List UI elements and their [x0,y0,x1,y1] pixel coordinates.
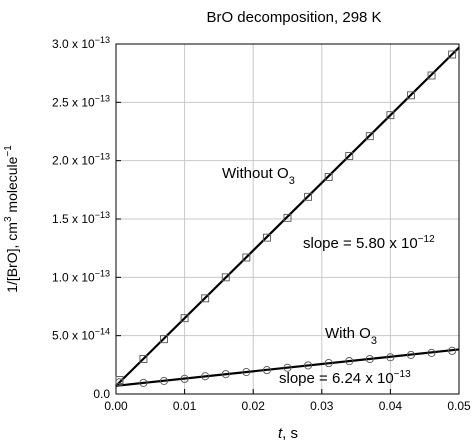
data-point-circle [201,372,210,381]
y-tick-label: 0.0 [93,387,110,401]
data-point-circle [448,346,457,355]
y-tick-label: 2.0 x 10−13 [52,152,110,168]
data-point-square [365,132,374,141]
data-point-square [201,294,210,303]
x-tick-label: 0.04 [379,399,403,413]
slope-label-with-o3: slope = 6.24 x 10−13 [279,369,411,387]
data-point-square [304,192,313,201]
data-point-square [427,71,436,80]
data-point-circle [427,348,436,357]
data-point-square [115,376,124,384]
chart-title: BrO decomposition, 298 K [206,9,381,26]
data-point-square [242,253,251,262]
data-point-circle [115,378,124,387]
y-tick-label: 2.5 x 10−13 [52,93,110,109]
data-points [115,50,457,387]
data-point-square [180,314,189,323]
data-point-square [262,233,271,242]
fit-lines [115,46,460,387]
data-point-circle [180,374,189,383]
annotations: Without O3 slope = 5.80 x 10−12 With O3 slo… [222,165,435,387]
data-point-square [221,273,230,282]
x-tick-label: 0.03 [310,399,334,413]
data-point-square [324,173,333,181]
data-point-square [407,91,415,100]
data-point-circle [242,368,251,377]
data-point-square [283,213,292,222]
data-point-square [160,335,168,344]
data-point-square [139,355,148,363]
data-point-square [345,152,354,160]
y-tick-label: 1.0 x 10−13 [52,268,110,284]
axis-ticks: 0.00 0.01 0.02 0.03 0.04 0.05 0.0 5.0 x 10−14 1.… [52,35,471,413]
fit-line-series-2 [115,348,460,387]
data-point-circle [406,350,416,359]
series-label-without-o3: Without O3 [222,165,295,187]
data-point-circle [283,363,292,372]
data-point-circle [345,357,354,366]
x-tick-label: 0.05 [447,399,471,413]
data-point-circle [139,378,148,387]
y-tick-label: 3.0 x 10−13 [52,35,110,51]
y-axis-label: 1/[BrO], cm3 molecule−1 [3,145,20,293]
data-point-circle [262,366,271,375]
x-tick-label: 0.02 [242,399,266,413]
grid [116,44,459,394]
slope-label-without-o3: slope = 5.80 x 10−12 [303,234,435,252]
y-tick-label: 1.5 x 10−13 [52,210,110,226]
data-point-circle [365,354,374,364]
y-tick-label: 5.0 x 10−14 [52,327,110,343]
fit-line-series-1 [115,46,460,387]
data-point-circle [304,361,313,370]
x-tick-label: 0.01 [173,399,197,413]
series-label-with-o3: With O3 [325,325,377,347]
data-point-square [448,50,457,59]
x-tick-label: 0.00 [104,399,128,413]
data-point-circle [386,353,395,362]
data-point-circle [324,359,333,368]
x-axis-label: t, s [278,425,298,442]
data-point-circle [159,376,169,385]
data-point-circle [221,370,230,379]
data-point-square [386,111,395,120]
